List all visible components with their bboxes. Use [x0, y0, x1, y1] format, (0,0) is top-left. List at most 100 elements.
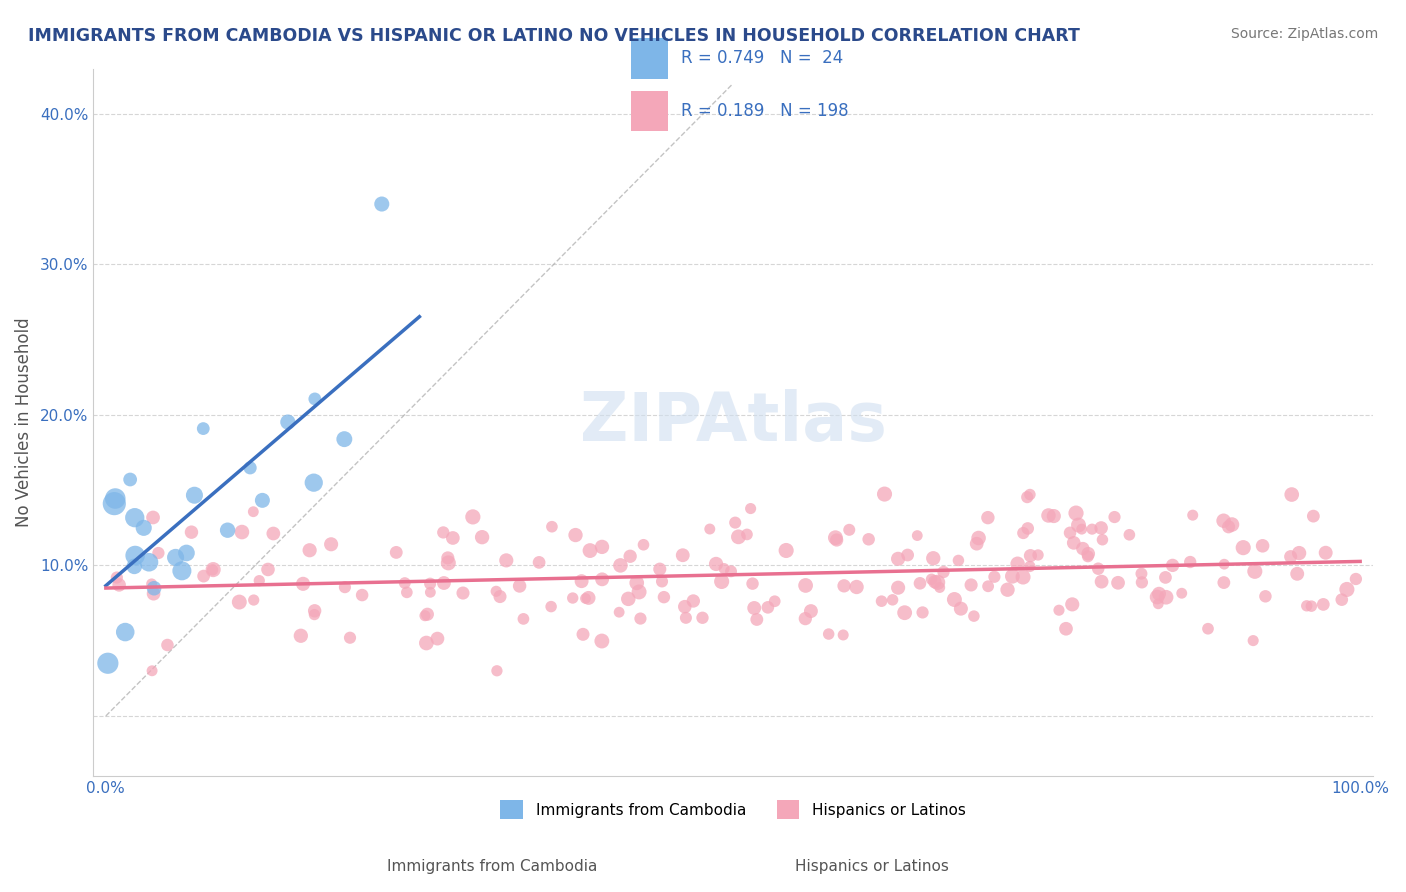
Point	[911, 606, 934, 620]
Point	[651, 574, 673, 589]
Point	[800, 604, 823, 618]
Point	[1038, 508, 1060, 523]
Point	[352, 588, 374, 602]
Point	[977, 579, 1000, 593]
Point	[124, 510, 146, 524]
Point	[870, 594, 893, 608]
Legend: Immigrants from Cambodia, Hispanics or Latinos: Immigrants from Cambodia, Hispanics or L…	[495, 794, 972, 825]
Point	[713, 561, 735, 575]
Point	[394, 576, 416, 591]
Point	[578, 591, 600, 605]
Point	[1054, 622, 1077, 636]
Bar	[631, 91, 668, 131]
Point	[960, 578, 983, 592]
Point	[104, 491, 127, 506]
Point	[561, 591, 583, 605]
Point	[1212, 514, 1234, 528]
Point	[1146, 590, 1168, 604]
Point	[924, 574, 946, 589]
Point	[1251, 539, 1274, 553]
Point	[928, 581, 950, 595]
Point	[672, 548, 695, 562]
Point	[1070, 522, 1092, 536]
Point	[193, 569, 215, 583]
Point	[1344, 572, 1367, 586]
Point	[143, 581, 166, 595]
Point	[1019, 549, 1042, 563]
Point	[114, 625, 136, 640]
Point	[579, 543, 602, 558]
Point	[756, 600, 779, 615]
Point	[217, 523, 239, 537]
Point	[170, 564, 193, 578]
Point	[564, 528, 586, 542]
Point	[262, 526, 284, 541]
Point	[1007, 557, 1029, 571]
Point	[905, 528, 928, 542]
Point	[1154, 591, 1177, 605]
Point	[485, 664, 508, 678]
Point	[156, 638, 179, 652]
Point	[432, 525, 454, 540]
Point	[609, 558, 631, 573]
Point	[148, 546, 170, 560]
Point	[302, 475, 325, 490]
Point	[419, 576, 441, 591]
Point	[652, 590, 675, 604]
Point	[105, 570, 128, 584]
Point	[419, 585, 441, 599]
Point	[1026, 548, 1049, 562]
Point	[619, 549, 641, 564]
Point	[277, 415, 299, 429]
Point	[591, 634, 613, 648]
Point	[1067, 518, 1090, 533]
Point	[103, 497, 125, 511]
Point	[142, 510, 165, 524]
Point	[1218, 520, 1240, 534]
Point	[415, 636, 437, 650]
Point	[675, 611, 697, 625]
Point	[1130, 575, 1153, 590]
Point	[1012, 526, 1035, 541]
Point	[845, 580, 868, 594]
Point	[426, 632, 449, 646]
Point	[710, 574, 733, 589]
Point	[242, 505, 264, 519]
Point	[1312, 598, 1334, 612]
Point	[626, 575, 648, 590]
Point	[1241, 633, 1264, 648]
Point	[252, 493, 274, 508]
Point	[817, 627, 839, 641]
Point	[97, 657, 120, 671]
Point	[321, 537, 343, 551]
Point	[630, 611, 652, 625]
Point	[1147, 587, 1170, 601]
Point	[932, 565, 955, 579]
Point	[571, 574, 593, 589]
Point	[963, 609, 986, 624]
Point	[628, 585, 651, 599]
Point	[304, 607, 326, 622]
Point	[120, 473, 142, 487]
Point	[1071, 541, 1094, 556]
Point	[1315, 546, 1337, 560]
Point	[591, 572, 613, 586]
Point	[395, 585, 418, 599]
Point	[1232, 541, 1254, 555]
Point	[1062, 598, 1084, 612]
Point	[124, 549, 146, 563]
Point	[1181, 508, 1204, 523]
Point	[1077, 549, 1099, 564]
Point	[339, 631, 361, 645]
Point	[742, 601, 765, 615]
Point	[108, 578, 131, 592]
Point	[1212, 575, 1234, 590]
Point	[290, 629, 312, 643]
Point	[1220, 517, 1243, 532]
Point	[176, 546, 198, 560]
Point	[1017, 521, 1039, 535]
Point	[948, 553, 970, 567]
Point	[887, 551, 910, 566]
Point	[1081, 522, 1104, 536]
Point	[1197, 622, 1219, 636]
